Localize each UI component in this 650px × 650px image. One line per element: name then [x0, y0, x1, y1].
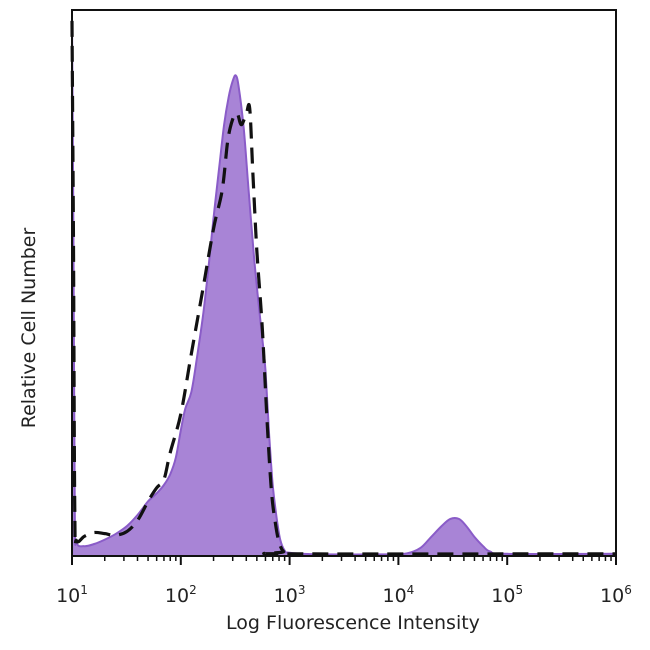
x-tick-label: 106	[600, 583, 632, 607]
control-histogram-line	[70, 20, 617, 556]
x-axis-tick-labels: 101 102 103 104 105 106	[56, 583, 632, 607]
x-axis-title: Log Fluorescence Intensity	[226, 612, 480, 634]
x-axis-ticks	[71, 556, 617, 565]
x-tick-label: 105	[491, 583, 523, 607]
sample-histogram-outline	[71, 20, 617, 556]
x-tick-label-exponent: 6	[624, 583, 632, 597]
x-tick-label-exponent: 1	[80, 583, 88, 597]
x-tick-label-base: 10	[165, 585, 189, 607]
x-tick-label: 102	[165, 583, 197, 607]
x-tick-label-base: 10	[56, 585, 80, 607]
x-tick-label-base: 10	[491, 585, 515, 607]
x-tick-label-base: 10	[274, 585, 298, 607]
x-tick-label-exponent: 4	[407, 583, 415, 597]
x-tick-label-exponent: 2	[189, 583, 197, 597]
series-layer	[70, 20, 617, 556]
x-tick-label-base: 10	[600, 585, 624, 607]
x-tick-label: 103	[274, 583, 306, 607]
x-tick-label: 101	[56, 583, 88, 607]
y-axis-title: Relative Cell Number	[18, 228, 40, 429]
x-tick-label: 104	[382, 583, 414, 607]
x-tick-label-base: 10	[382, 585, 406, 607]
x-tick-label-exponent: 5	[515, 583, 523, 597]
sample-histogram-area	[72, 20, 616, 556]
x-tick-label-exponent: 3	[298, 583, 306, 597]
plot-frame	[71, 9, 617, 557]
